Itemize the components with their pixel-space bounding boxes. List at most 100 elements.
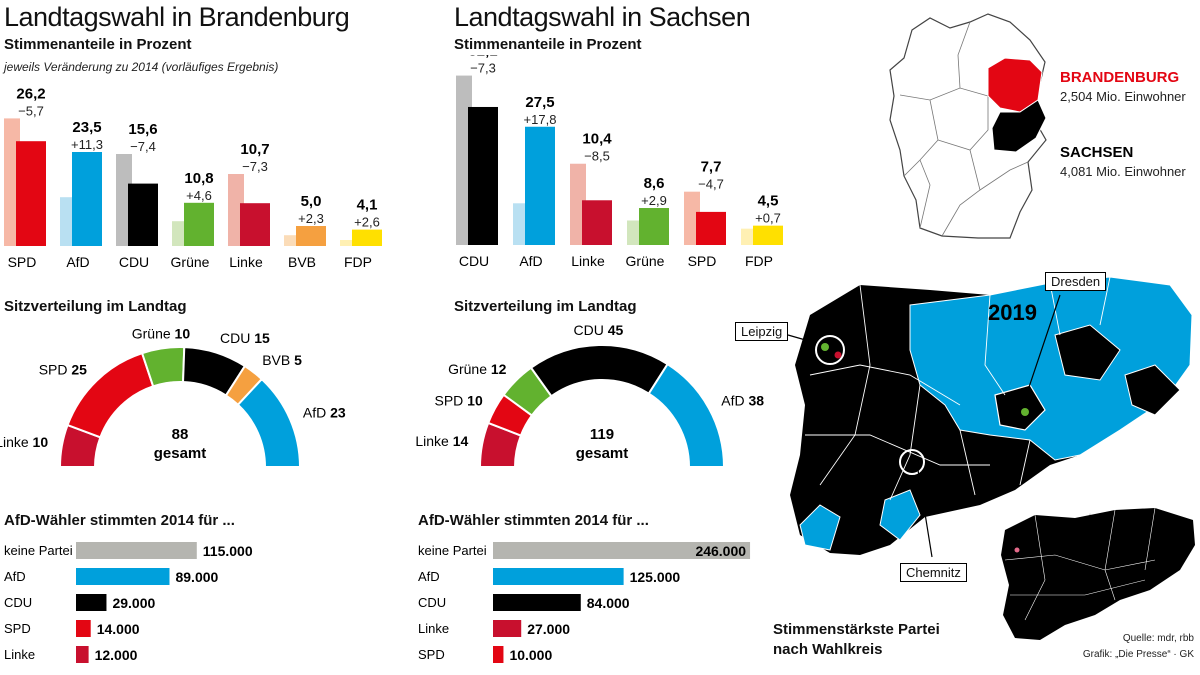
category-label-spd: SPD bbox=[688, 253, 717, 269]
bar-bvb bbox=[296, 226, 326, 246]
prev-bar-fdp bbox=[340, 240, 356, 246]
seat-count-gruene: 12 bbox=[491, 361, 507, 377]
credits-graphic: Grafik: „Die Presse“ · GK bbox=[1082, 649, 1194, 660]
afd-value-cdu: 84.000 bbox=[587, 595, 630, 611]
seat-label-cdu: CDU 45 bbox=[574, 322, 624, 338]
seat-party-cdu: CDU bbox=[574, 322, 608, 338]
change-label-gruene: +4,6 bbox=[186, 188, 212, 203]
map-label-sachsen: SACHSEN bbox=[1060, 144, 1133, 161]
afd-value-afd: 125.000 bbox=[630, 569, 681, 585]
seat-label-spd: SPD 10 bbox=[434, 393, 482, 409]
seat-count-cdu: 15 bbox=[254, 330, 270, 346]
brandenburg-seat-heading: Sitzverteilung im Landtag bbox=[4, 298, 187, 315]
afd-bar-spd bbox=[76, 620, 91, 637]
value-label-fdp: 4,5 bbox=[758, 193, 779, 210]
dresden-green-district bbox=[1021, 408, 1029, 416]
leipzig-green-district bbox=[821, 343, 829, 351]
map-pop-sachsen: 4,081 Mio. Einwohner bbox=[1060, 164, 1186, 179]
value-label-afd: 27,5 bbox=[525, 94, 554, 111]
change-label-fdp: +2,6 bbox=[354, 215, 380, 230]
category-label-afd: AfD bbox=[66, 254, 89, 270]
germany-map: BRANDENBURG 2,504 Mio. Einwohner SACHSEN… bbox=[889, 13, 1186, 239]
afd-category-cdu: CDU bbox=[418, 595, 446, 610]
category-label-linke: Linke bbox=[571, 253, 605, 269]
category-label-cdu: CDU bbox=[119, 254, 149, 270]
afd-region-west bbox=[799, 504, 841, 551]
seat-party-cdu: CDU bbox=[220, 330, 254, 346]
afd-value-cdu: 29.000 bbox=[112, 595, 155, 611]
sachsen-region bbox=[991, 99, 1047, 153]
seat-label-spd: SPD 25 bbox=[39, 362, 87, 378]
leipzig-linke-district bbox=[834, 351, 842, 359]
brandenburg-vote-heading: Stimmenanteile in Prozent bbox=[4, 36, 192, 53]
seat-segment-cdu bbox=[529, 344, 669, 398]
bar-gruene bbox=[639, 208, 669, 245]
seat-label-linke: Linke 14 bbox=[415, 433, 468, 449]
seat-count-afd: 38 bbox=[748, 393, 764, 409]
bar-spd bbox=[16, 141, 46, 246]
value-label-spd: 26,2 bbox=[16, 85, 45, 102]
city-label-dresden: Dresden bbox=[1045, 272, 1107, 291]
map-pop-brandenburg: 2,504 Mio. Einwohner bbox=[1060, 89, 1186, 104]
city-label-chemnitz-text: Chemnitz bbox=[906, 565, 961, 580]
afd-bar-spd bbox=[493, 646, 504, 663]
value-label-gruene: 8,6 bbox=[644, 175, 665, 192]
value-label-linke: 10,4 bbox=[582, 131, 612, 148]
afd-category-cdu: CDU bbox=[4, 595, 32, 610]
seat-count-linke: 10 bbox=[33, 434, 49, 450]
seat-count-spd: 10 bbox=[467, 393, 483, 409]
change-label-gruene: +2,9 bbox=[641, 193, 667, 208]
afd-bar-cdu bbox=[76, 594, 107, 611]
seat-party-afd: AfD bbox=[721, 393, 748, 409]
afd-bar-cdu bbox=[493, 594, 581, 611]
afd-category-linke: Linke bbox=[418, 621, 449, 636]
seat-label-cdu: CDU 15 bbox=[220, 330, 270, 346]
change-label-cdu: −7,3 bbox=[470, 61, 496, 76]
category-label-spd: SPD bbox=[8, 254, 37, 270]
map-legend: Stimmenstärkste Partei nach Wahlkreis bbox=[773, 620, 940, 660]
bar-gruene bbox=[184, 202, 214, 246]
city-label-chemnitz: Chemnitz bbox=[900, 563, 967, 582]
seat-party-afd: AfD bbox=[303, 405, 330, 421]
seat-label-gruene: Grüne 10 bbox=[132, 325, 191, 341]
map-legend-line1: Stimmenstärkste Partei bbox=[773, 621, 940, 638]
state-borders bbox=[899, 21, 1029, 237]
change-label-bvb: +2,3 bbox=[298, 211, 324, 226]
bar-afd bbox=[525, 126, 555, 245]
value-label-cdu: 15,6 bbox=[128, 121, 157, 138]
city-label-dresden-text: Dresden bbox=[1051, 274, 1101, 289]
brandenburg-afd-chart: keine Partei 115.000 AfD 89.000 CDU 29.000 SPD… bbox=[4, 542, 253, 663]
map-legend-line2: nach Wahlkreis bbox=[773, 641, 883, 658]
brandenburg-seat-chart: Linke 10 SPD 25 Grüne 10 CDU 15 BVB 5 AfD 23 8… bbox=[0, 325, 346, 468]
seat-total: 119 bbox=[590, 426, 614, 443]
afd-value-linke: 12.000 bbox=[95, 647, 138, 663]
seat-segment-afd bbox=[647, 362, 726, 468]
saxony-map-2014 bbox=[1001, 507, 1195, 640]
sachsen-seat-chart: Linke 14 SPD 10 Grüne 12 CDU 45 AfD 38 119 ges… bbox=[415, 322, 764, 468]
change-label-fdp: +0,7 bbox=[755, 211, 781, 226]
seat-count-afd: 23 bbox=[330, 405, 346, 421]
cdu-region-dresden bbox=[994, 384, 1046, 431]
seat-party-gruene: Grüne bbox=[132, 325, 175, 341]
afd-category-spd: SPD bbox=[418, 647, 445, 662]
change-label-linke: −7,3 bbox=[242, 159, 268, 174]
seat-party-gruene: Grüne bbox=[448, 361, 491, 377]
cdu-region-in-east bbox=[1054, 324, 1121, 381]
bar-cdu bbox=[468, 106, 498, 245]
seat-party-spd: SPD bbox=[39, 362, 72, 378]
value-label-cdu: 32,1 bbox=[468, 55, 497, 60]
credits: Quelle: mdr, rbb Grafik: „Die Presse“ · … bbox=[1083, 631, 1194, 663]
seat-segment-afd bbox=[236, 377, 302, 468]
prev-bar-bvb bbox=[284, 235, 300, 246]
constituency-borders bbox=[805, 276, 1111, 501]
chemnitz-area bbox=[899, 449, 925, 475]
value-label-afd: 23,5 bbox=[72, 119, 101, 136]
bar-fdp bbox=[753, 225, 783, 245]
category-label-fdp: FDP bbox=[745, 253, 773, 269]
afd-value-linke: 27.000 bbox=[527, 621, 570, 637]
afd-bar-keine-partei bbox=[493, 542, 751, 559]
bar-linke bbox=[582, 200, 612, 245]
brandenburg-vote-note: jeweils Veränderung zu 2014 (vorläufiges… bbox=[4, 60, 279, 74]
category-label-linke: Linke bbox=[229, 254, 263, 270]
category-label-fdp: FDP bbox=[344, 254, 372, 270]
